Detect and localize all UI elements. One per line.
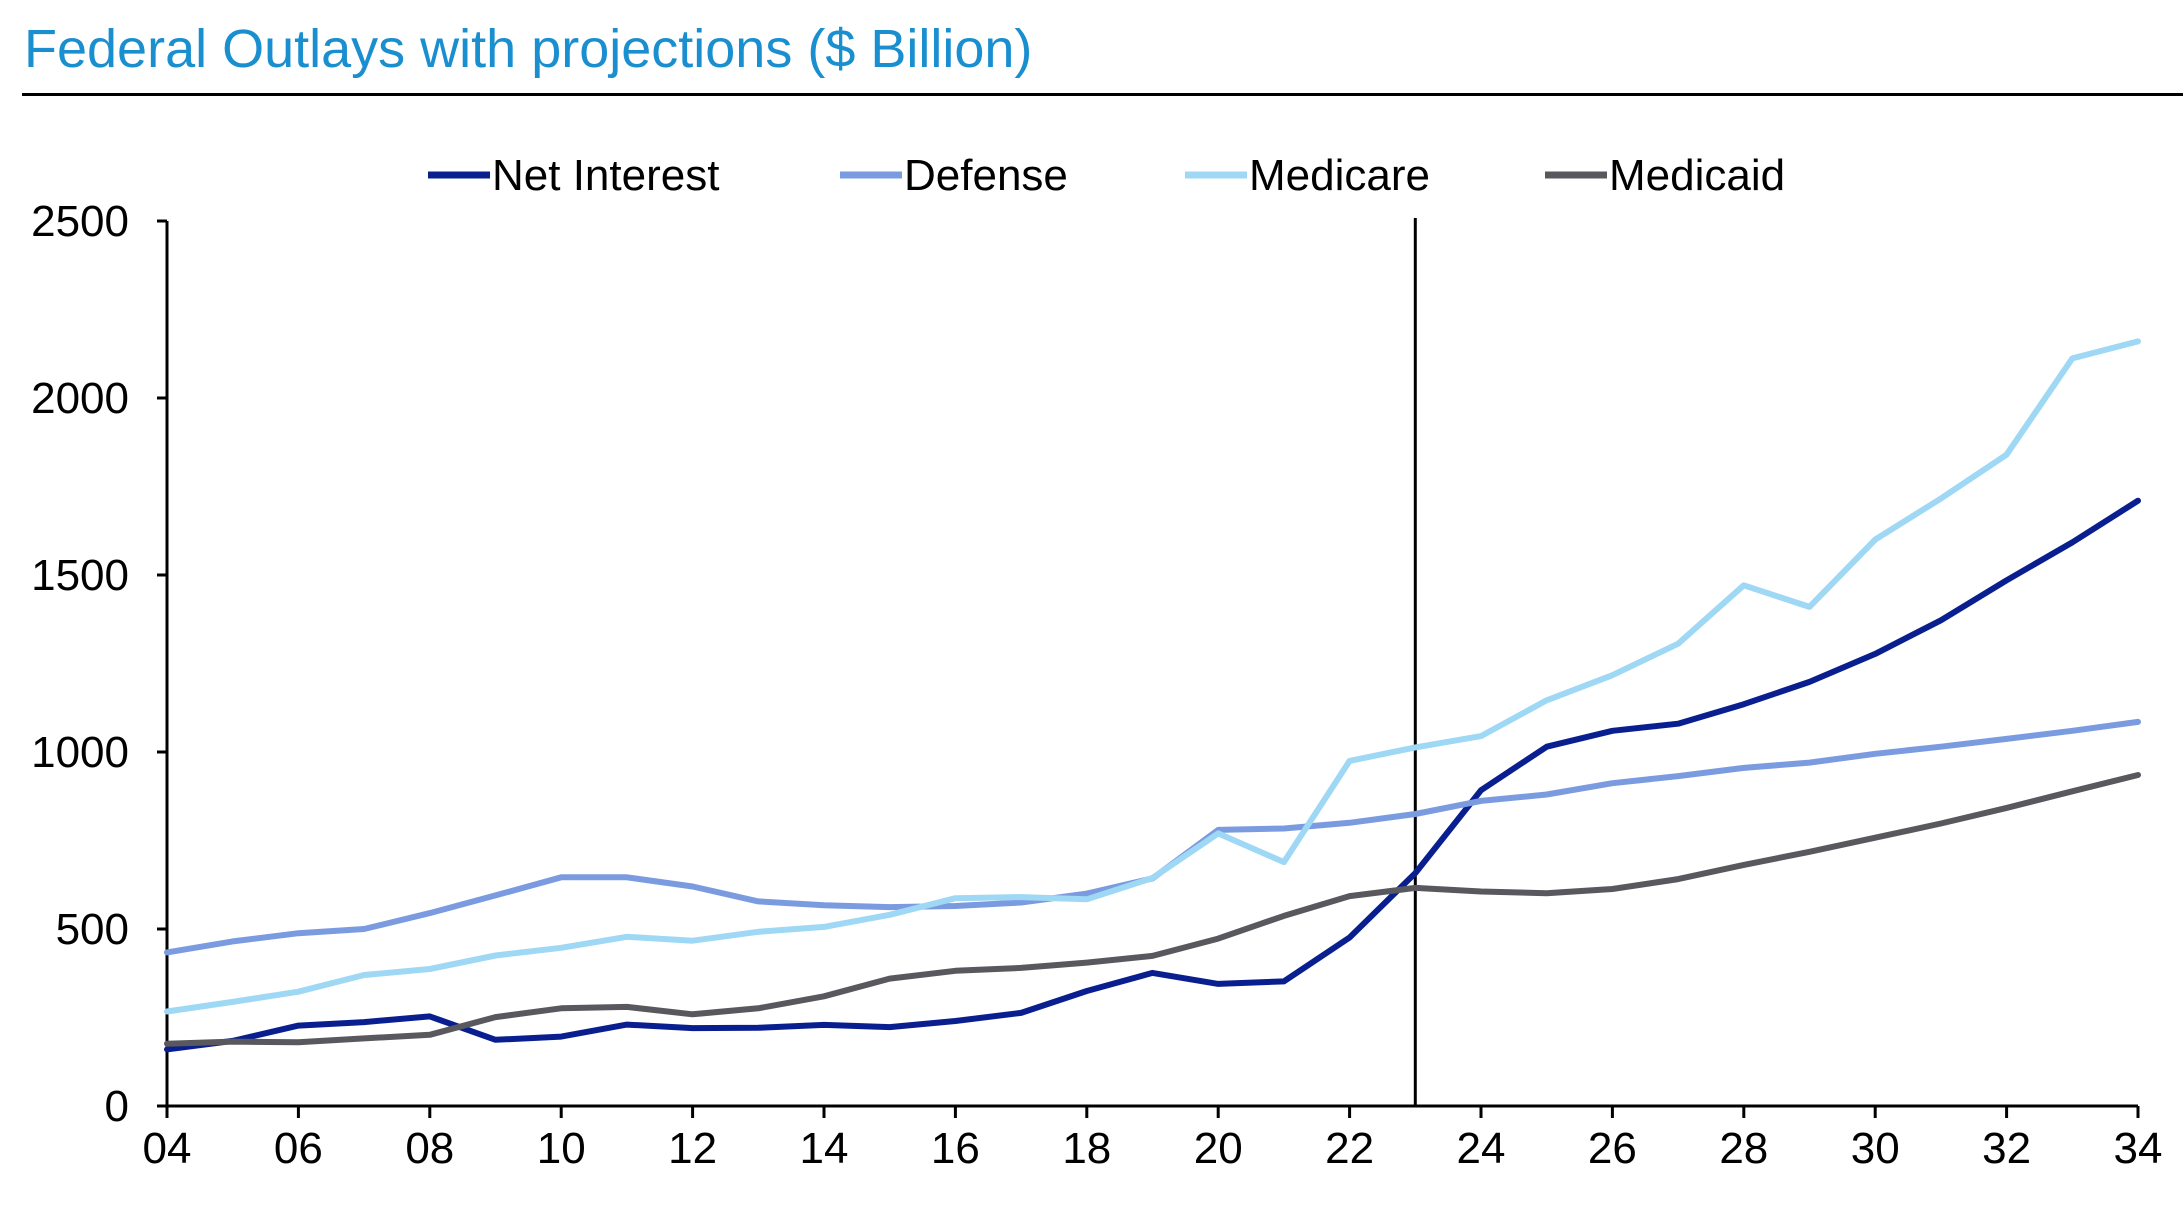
x-tick-label: 18 [1062,1124,1111,1173]
x-tick-label: 14 [800,1124,849,1173]
legend-label: Net Interest [492,151,719,200]
x-tick-label: 08 [405,1124,454,1173]
series-line-medicaid [164,772,2141,1047]
x-tick-label: 16 [931,1124,980,1173]
x-tick-label: 28 [1719,1124,1768,1173]
x-tick-label: 06 [274,1124,323,1173]
x-tick-label: 34 [2114,1124,2163,1173]
legend-label: Medicare [1249,151,1430,200]
series-line-defense [164,718,2141,956]
x-tick-label: 04 [143,1124,192,1173]
y-tick-label: 1000 [31,728,129,777]
x-tick-label: 12 [668,1124,717,1173]
x-tick-label: 22 [1325,1124,1374,1173]
title-divider [22,93,2183,96]
series-line-medicare [164,338,2141,1015]
x-tick-label: 32 [1982,1124,2031,1173]
x-tick-label: 30 [1851,1124,1900,1173]
x-tick-label: 26 [1588,1124,1637,1173]
x-tick-label: 20 [1194,1124,1243,1173]
series-line-net-interest [164,497,2141,1053]
y-tick-label: 2000 [31,374,129,423]
x-tick-label: 24 [1457,1124,1506,1173]
legend-label: Medicaid [1609,151,1785,200]
y-tick-label: 0 [105,1082,129,1131]
x-tick-label: 10 [537,1124,586,1173]
legend-label: Defense [904,151,1068,200]
y-tick-label: 2500 [31,197,129,246]
chart-title: Federal Outlays with projections ($ Bill… [24,19,1033,79]
y-tick-label: 1500 [31,551,129,600]
y-tick-label: 500 [56,905,129,954]
